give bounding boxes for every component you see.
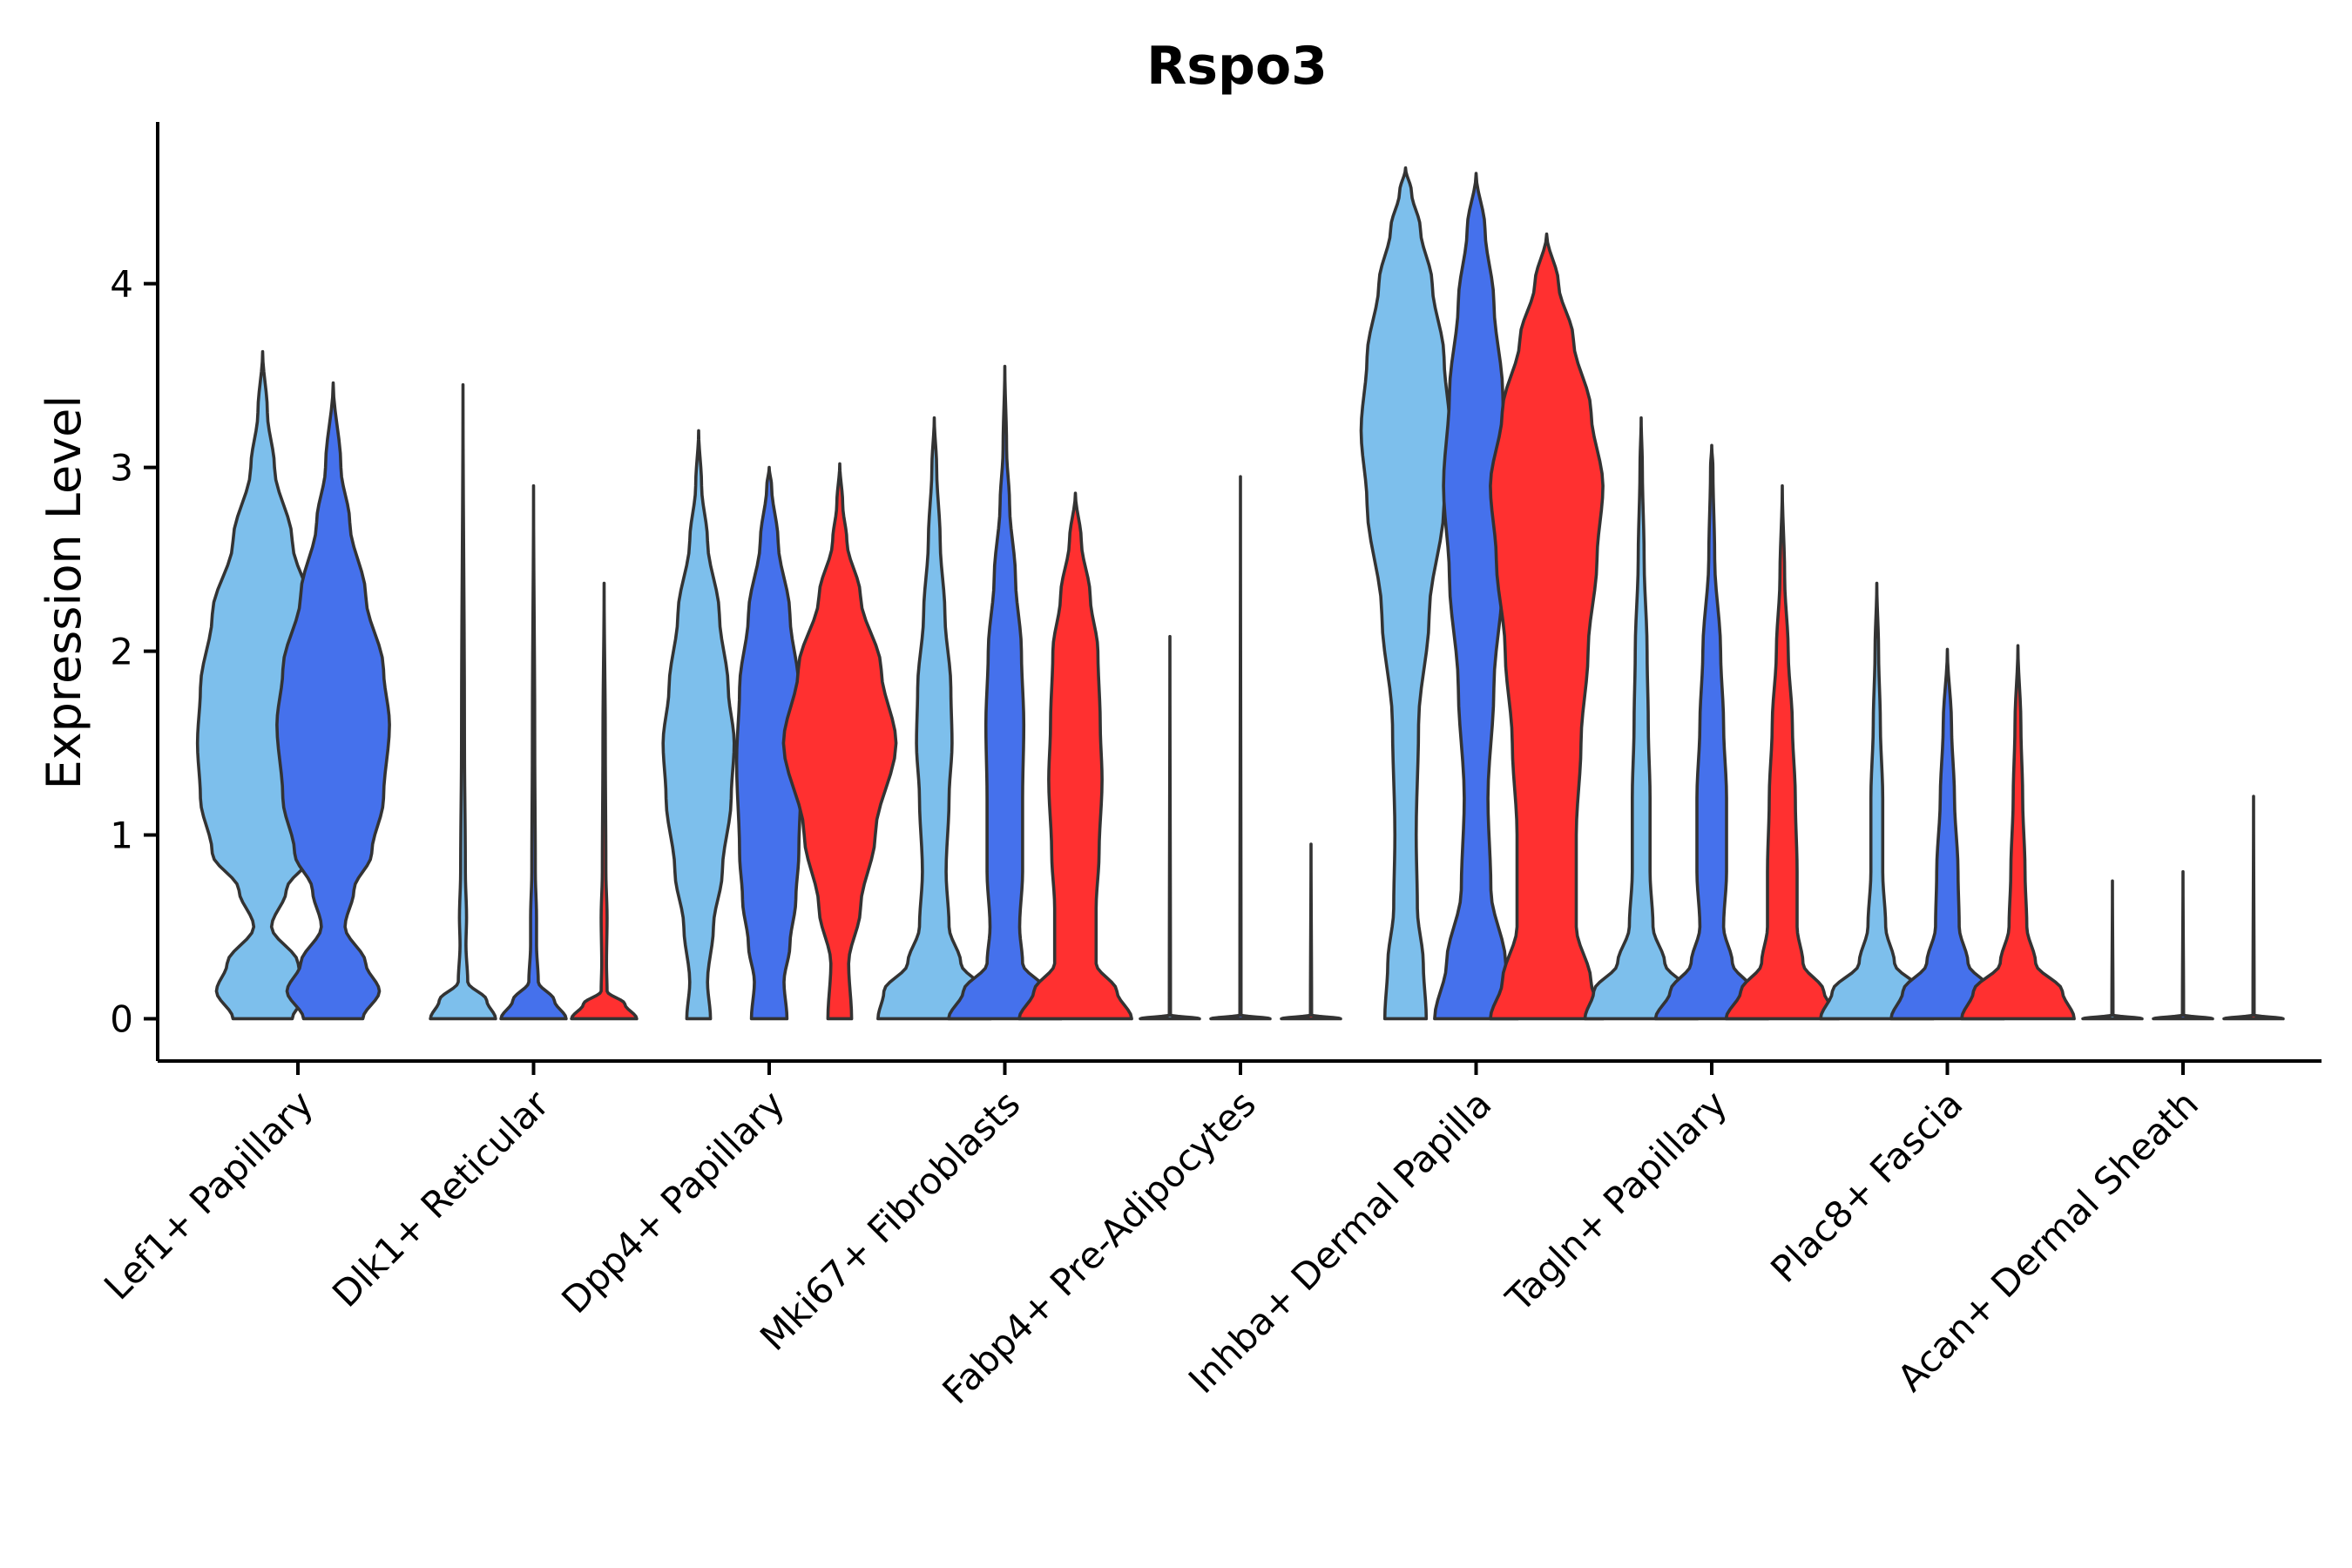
violin-3-blue	[734, 465, 804, 1021]
violin-8-light_blue	[1819, 581, 1935, 1021]
violin-2-red	[570, 581, 639, 1021]
violin-9-red	[2222, 794, 2285, 1021]
violin-5-light_blue	[1139, 634, 1201, 1021]
chart-title: Rspo3	[1146, 36, 1328, 97]
violin-8-red	[1960, 644, 2076, 1021]
violin-9-light_blue	[2081, 879, 2144, 1021]
x-tick-label-1: Lef1+ Papillary	[96, 1082, 321, 1308]
violin-7-red	[1724, 483, 1841, 1021]
violin-3-light_blue	[661, 429, 736, 1021]
violin-9-blue	[2152, 869, 2214, 1021]
x-tick-label-8: Plac8+ Fascia	[1762, 1082, 1970, 1290]
violin-7-light_blue	[1583, 416, 1700, 1021]
violin-3-red	[781, 462, 898, 1021]
violin-6-blue	[1433, 172, 1519, 1021]
y-tick-label-1: 1	[110, 814, 133, 857]
violin-6-red	[1489, 232, 1605, 1021]
violin-5-red	[1280, 842, 1342, 1021]
violin-1-blue	[275, 381, 391, 1021]
x-tick-label-2: Dlk1+ Reticular	[324, 1082, 558, 1315]
y-tick-label-2: 2	[110, 631, 133, 673]
violin-8-blue	[1889, 647, 2005, 1021]
violin-2-blue	[499, 483, 568, 1021]
y-tick-label-3: 3	[110, 447, 133, 490]
violin-5-blue	[1209, 475, 1272, 1021]
x-tick-label-4: Mki67+ Fibroblasts	[752, 1082, 1028, 1358]
violin-4-light_blue	[876, 416, 992, 1021]
x-tick-label-3: Dpp4+ Papillary	[553, 1082, 793, 1321]
x-tick-label-7: Tagln+ Papillary	[1497, 1082, 1735, 1320]
violin-6-light_blue	[1359, 166, 1452, 1021]
y-tick-label-0: 0	[110, 997, 133, 1040]
violin-4-blue	[947, 364, 1063, 1021]
violin-4-red	[1017, 491, 1133, 1021]
y-tick-label-4: 4	[110, 263, 133, 306]
violins-layer	[195, 166, 2285, 1021]
axes-layer: 0 1 2 3 4 Lef1+ Papillary Dlk1+ ReticularDpp4+…	[96, 122, 2322, 1412]
violin-2-light_blue	[429, 382, 497, 1021]
violin-7-blue	[1653, 443, 1770, 1021]
y-axis-label: Expression Level	[37, 395, 91, 790]
